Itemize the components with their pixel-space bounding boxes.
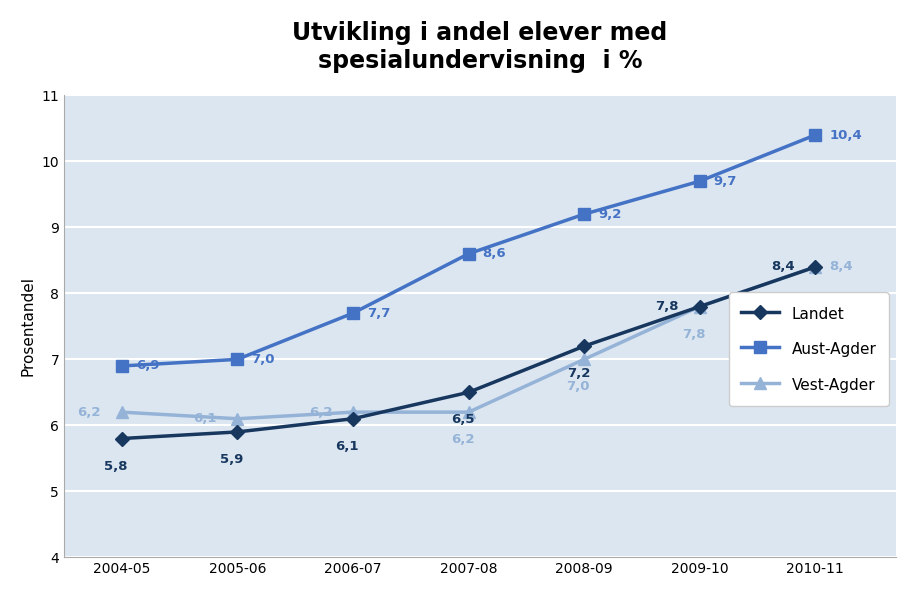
- Text: 6,2: 6,2: [77, 405, 101, 418]
- Text: 9,2: 9,2: [598, 208, 622, 221]
- Text: 6,1: 6,1: [193, 413, 216, 425]
- Legend: Landet, Aust-Agder, Vest-Agder: Landet, Aust-Agder, Vest-Agder: [729, 293, 889, 407]
- Text: 6,5: 6,5: [451, 414, 474, 426]
- Text: 6,1: 6,1: [336, 440, 359, 453]
- Text: 6,2: 6,2: [309, 405, 332, 418]
- Text: 8,4: 8,4: [829, 260, 853, 273]
- Y-axis label: Prosentandel: Prosentandel: [21, 276, 36, 376]
- Text: 7,8: 7,8: [656, 300, 679, 313]
- Text: 9,7: 9,7: [713, 175, 737, 187]
- Text: 7,2: 7,2: [567, 367, 590, 380]
- Text: 7,8: 7,8: [682, 328, 706, 341]
- Text: 7,0: 7,0: [567, 380, 590, 393]
- Text: 7,7: 7,7: [367, 307, 391, 319]
- Text: 7,0: 7,0: [251, 353, 275, 366]
- Text: 6,2: 6,2: [451, 433, 474, 446]
- Text: 6,9: 6,9: [136, 359, 160, 373]
- Text: 8,4: 8,4: [771, 260, 794, 273]
- Text: 8,6: 8,6: [482, 247, 506, 260]
- Text: 10,4: 10,4: [829, 128, 862, 141]
- Text: 5,9: 5,9: [220, 453, 243, 466]
- Title: Utvikling i andel elever med
spesialundervisning  i %: Utvikling i andel elever med spesialunde…: [293, 21, 668, 73]
- Text: 5,8: 5,8: [105, 460, 127, 473]
